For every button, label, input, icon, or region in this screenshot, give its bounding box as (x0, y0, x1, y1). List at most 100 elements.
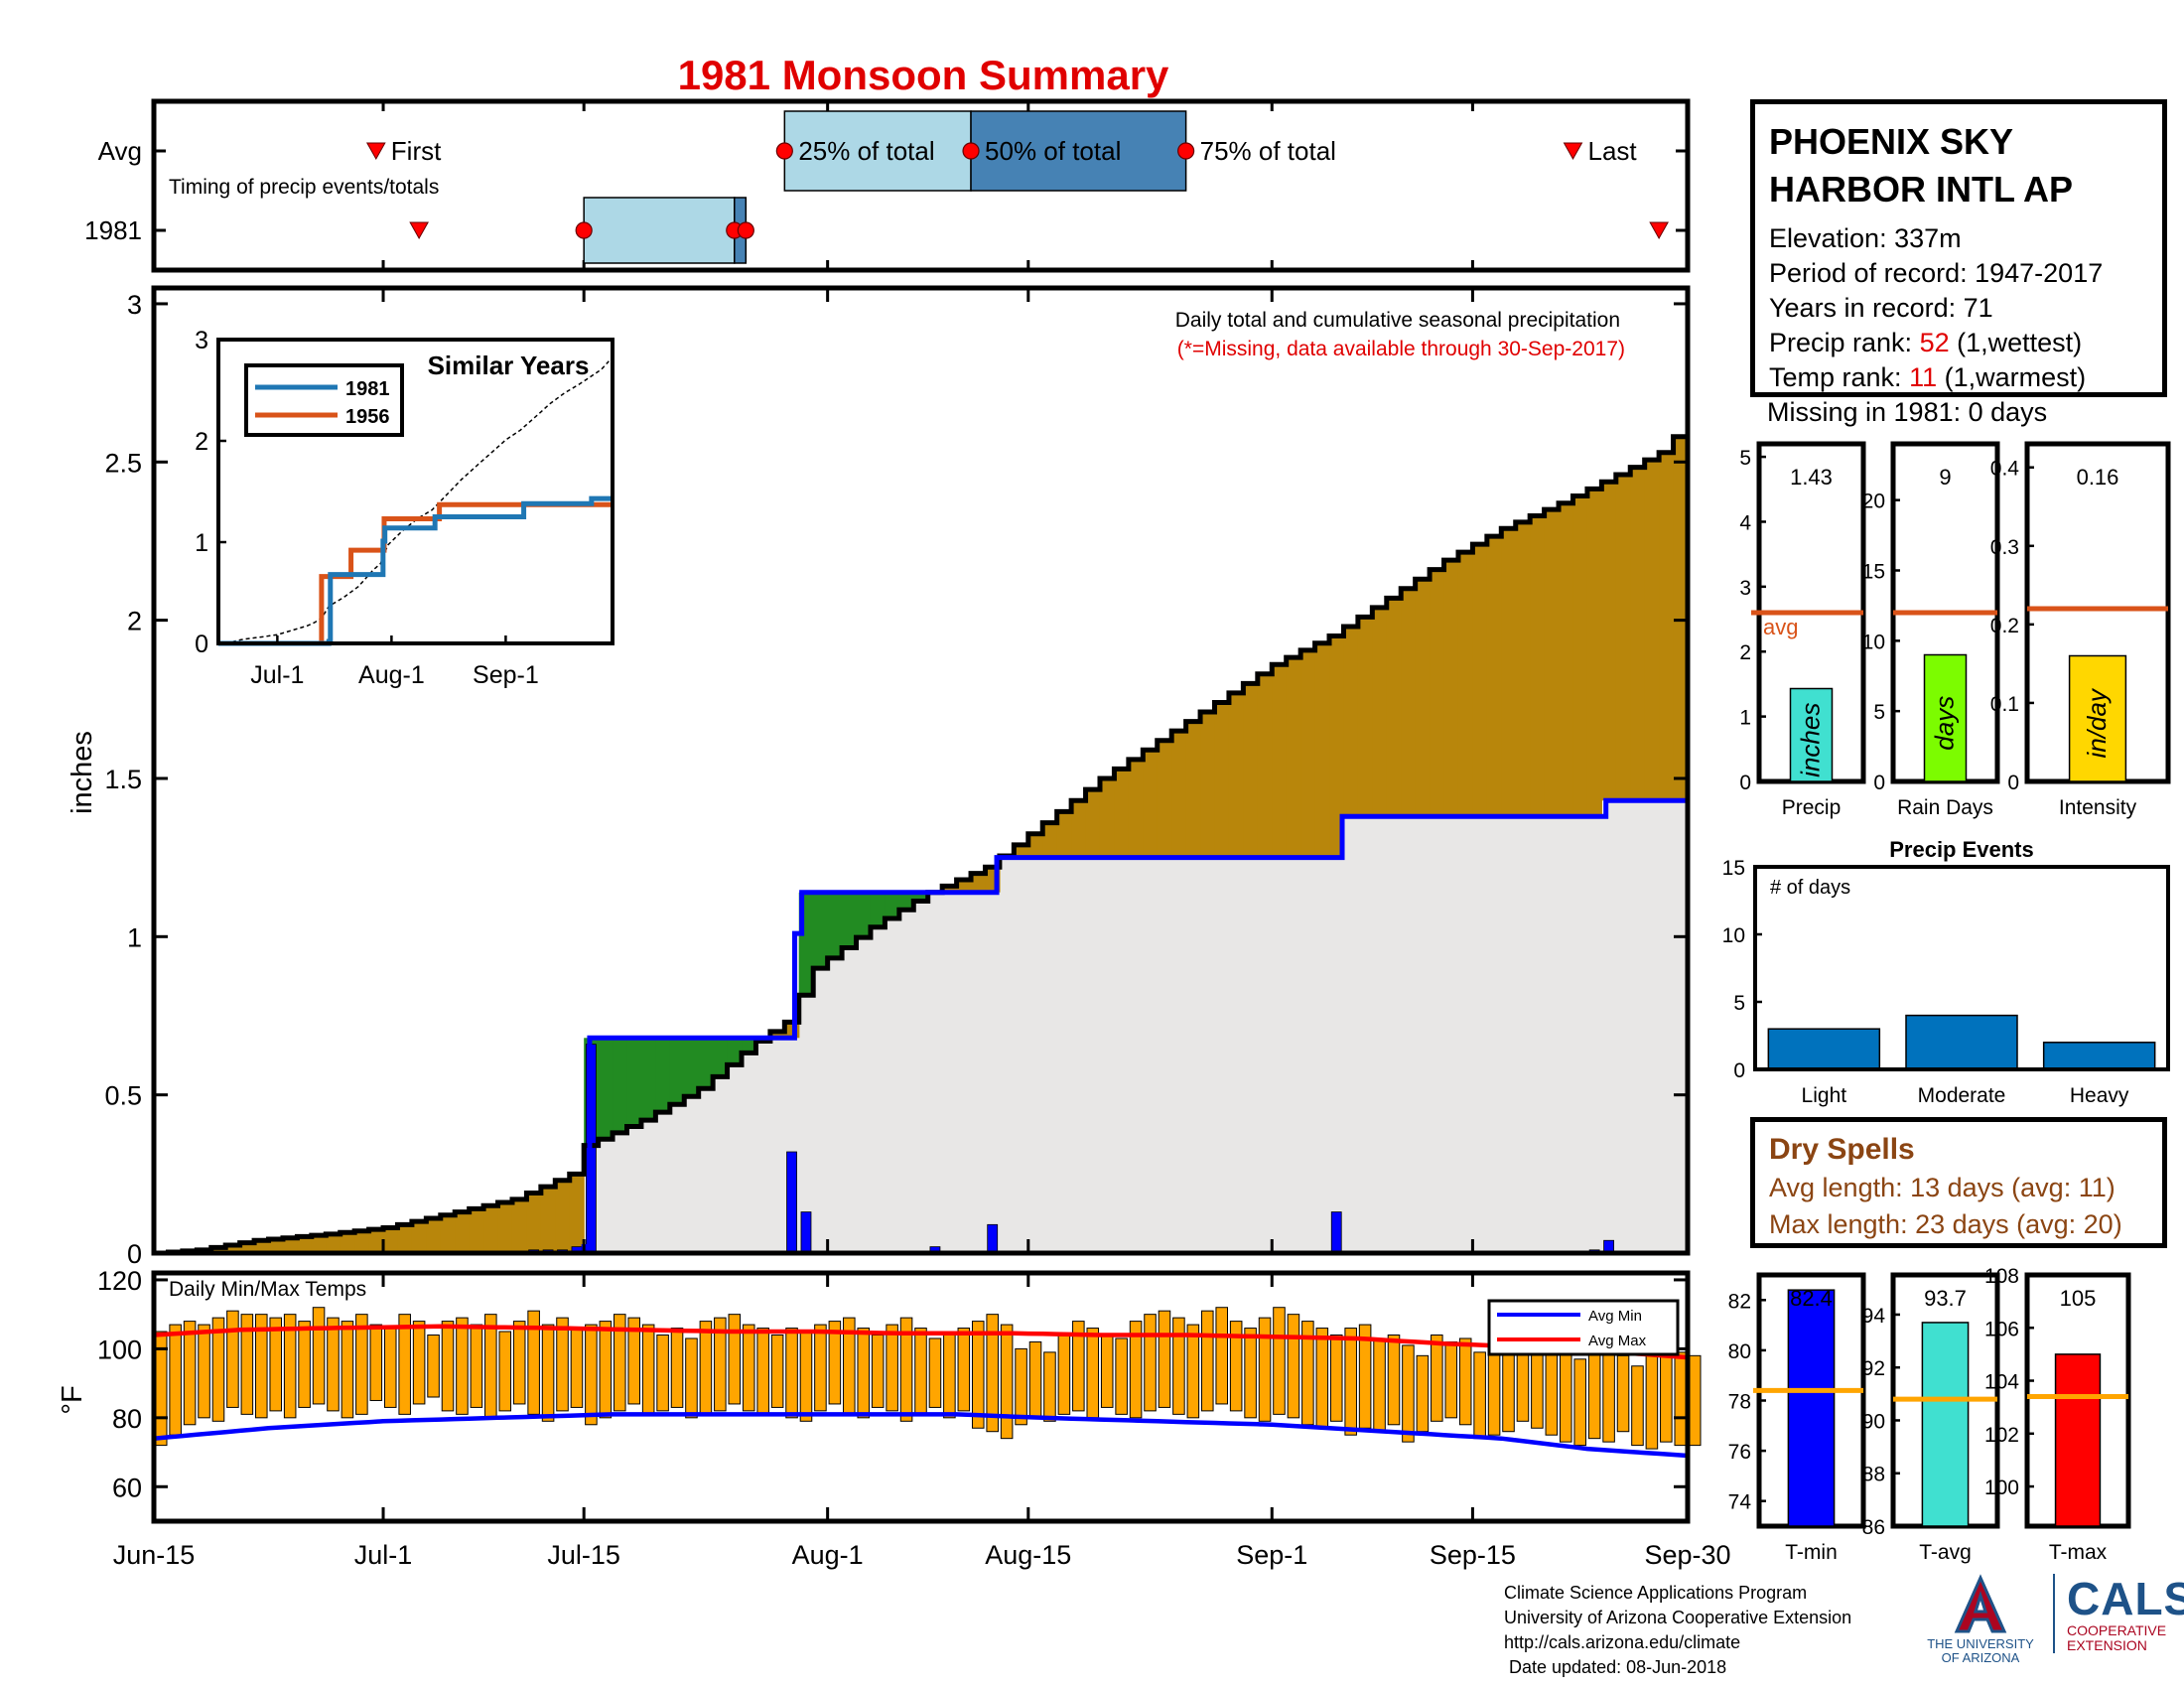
below-average-fill (1659, 452, 1675, 801)
below-average-fill (1544, 509, 1560, 817)
below-average-fill (311, 1235, 327, 1253)
daily-temp-bar (943, 1335, 956, 1419)
main-note: Daily total and cumulative seasonal prec… (1175, 309, 1620, 332)
summary-bars-panel: 0 1 2 3 4 5 1.43 inches Precip avg 0 5 10 15 20 9 days Ra… (1739, 441, 2171, 819)
credits-line3: http://cals.arizona.edu/climate (1504, 1632, 1741, 1652)
temp-rank-value: 11 (1909, 362, 1938, 392)
summary-value-1: 9 (1939, 465, 1951, 490)
main-y-tick-label: 2.5 (104, 448, 142, 478)
above-average-fill (713, 1038, 729, 1077)
daily-precip-bar (786, 1151, 797, 1254)
timing-row-label-avg: Avg (98, 136, 142, 166)
summary-bar-1 (1923, 653, 1968, 782)
above-average-fill (885, 892, 900, 918)
tbar-bar-2 (2054, 1353, 2102, 1527)
below-average-fill (1343, 626, 1359, 817)
x-tick-label: Sep-1 (1236, 1540, 1307, 1570)
below-average-fill (1415, 579, 1431, 817)
tbar-y-tick-label: 80 (1728, 1340, 1751, 1363)
below-average-fill (511, 1198, 528, 1253)
station-period: Period of record: 1947-2017 (1769, 258, 2104, 288)
below-average-fill (942, 886, 958, 893)
inset-y-tick-label: 0 (195, 631, 208, 658)
timing-year-first-marker (409, 221, 429, 240)
below-average-fill (440, 1214, 456, 1253)
temp-rank-note: (1,warmest) (1937, 362, 2087, 392)
daily-temp-bar (1229, 1321, 1243, 1412)
above-average-fill (898, 892, 914, 911)
events-title: Precip Events (1889, 837, 2034, 862)
daily-temp-bar (1072, 1321, 1085, 1412)
below-average-fill (225, 1245, 241, 1253)
timing-p25-marker (775, 142, 793, 160)
events-y-tick-label: 10 (1722, 924, 1745, 947)
daily-temp-bar (255, 1314, 268, 1419)
above-average-fill (813, 892, 829, 969)
daily-temp-bar (986, 1314, 999, 1433)
daily-temp-bar (585, 1324, 598, 1426)
below-average-fill (340, 1232, 355, 1253)
summary-avg-label: avg (1763, 615, 1798, 639)
x-tick-label: Sep-15 (1430, 1540, 1516, 1570)
above-average-fill (727, 1038, 743, 1065)
daily-temp-bar (441, 1321, 455, 1412)
below-average-fill (1601, 482, 1617, 801)
temps-legend-box (1487, 1299, 1680, 1356)
inset-x-tick-label: Jul-1 (250, 661, 304, 689)
below-average-fill (569, 1174, 585, 1253)
inset-legend-box (244, 363, 404, 437)
below-average-fill (1615, 475, 1631, 801)
daily-temp-bar (871, 1335, 885, 1408)
below-average-fill (1586, 489, 1602, 817)
daily-precip-bar (1330, 1211, 1342, 1254)
x-tick-label: Jul-15 (547, 1540, 620, 1570)
daily-temp-bar (1115, 1337, 1128, 1415)
below-average-fill (354, 1230, 370, 1253)
below-average-fill (383, 1227, 399, 1253)
tbar-label-1: T-avg (1919, 1541, 1972, 1564)
below-average-fill (1515, 521, 1531, 817)
daily-temp-bar (341, 1321, 354, 1419)
daily-temps-panel: 60 80 100 120 Jun-15 Jul-1 Jul-15 Aug-1 Aug-15 Se… (57, 1266, 1731, 1570)
timing-box-50-75 (970, 110, 1187, 192)
tbar-y-tick-label: 108 (1984, 1265, 2019, 1288)
timing-p75-marker (1177, 142, 1195, 160)
above-average-fill (684, 1038, 700, 1097)
main-missing-note: (*=Missing, data available through 30-Se… (1177, 338, 1625, 360)
above-average-fill (698, 1038, 714, 1089)
below-average-fill (411, 1221, 427, 1253)
below-average-fill (1143, 750, 1159, 858)
daily-temp-bar (512, 1321, 526, 1405)
below-average-fill (1300, 649, 1316, 858)
timing-subtitle: Timing of precip events/totals (169, 176, 439, 199)
tbar-value-1: 93.7 (1924, 1286, 1967, 1311)
below-average-fill (1472, 544, 1488, 817)
events-category-label: Heavy (2070, 1084, 2129, 1107)
avg-cumulative-line (154, 434, 1691, 1256)
below-average-fill (1071, 800, 1087, 858)
daily-temp-bar (785, 1328, 798, 1419)
below-average-fill (326, 1233, 341, 1253)
timing-box-25-50 (783, 110, 972, 192)
below-average-fill (455, 1211, 471, 1253)
similar-years-inset: 0 1 2 3 Jul-1 Aug-1 Sep-1 Similar Years 1981 1956 (195, 327, 614, 689)
above-average-fill (669, 1038, 685, 1105)
above-average-fill (655, 1038, 671, 1113)
events-category-label: Light (1802, 1084, 1847, 1107)
daily-temp-bar (742, 1324, 755, 1412)
below-average-fill (1386, 598, 1402, 817)
below-average-fill (397, 1224, 413, 1253)
tbar-y-tick-label: 100 (1984, 1477, 2019, 1499)
daily-temp-bar (1100, 1335, 1114, 1408)
inset-series-1981 (218, 495, 613, 646)
below-average-fill (1228, 692, 1244, 858)
below-average-fill (1572, 495, 1588, 817)
daily-temp-bar (1416, 1354, 1430, 1433)
below-average-fill (1014, 844, 1029, 858)
daily-temp-bar (1373, 1337, 1386, 1433)
events-y-tick-label: 5 (1733, 992, 1745, 1015)
daily-temp-bar (799, 1331, 813, 1422)
summary-y-tick-label: 20 (1862, 491, 1885, 513)
events-frame (1753, 865, 2170, 1071)
below-average-fill (1530, 515, 1546, 817)
